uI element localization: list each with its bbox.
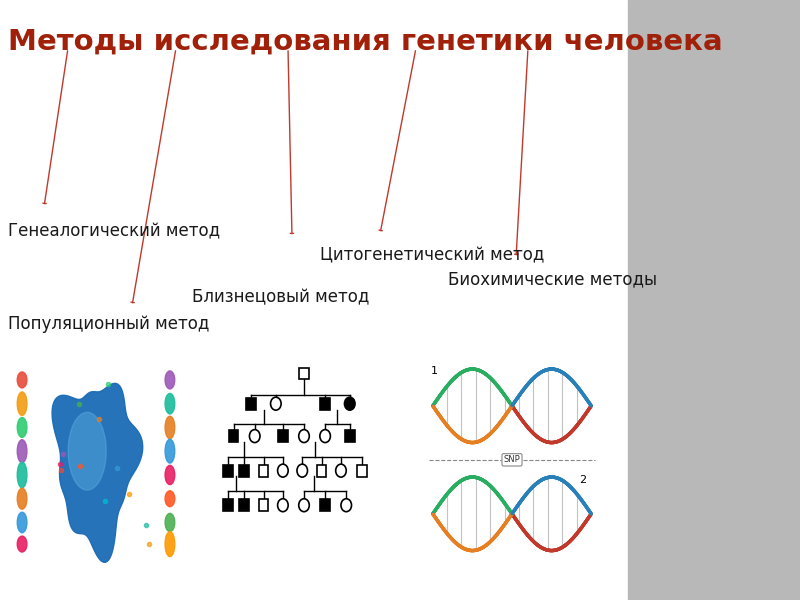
Bar	[320, 499, 330, 511]
Ellipse shape	[165, 394, 174, 414]
Text: Биохимические методы: Биохимические методы	[448, 270, 657, 288]
Polygon shape	[52, 383, 142, 562]
Circle shape	[320, 430, 330, 443]
Bar	[223, 464, 233, 476]
Ellipse shape	[165, 439, 174, 463]
Bar	[628, 0, 800, 600]
Circle shape	[298, 499, 310, 512]
Circle shape	[270, 397, 281, 410]
Ellipse shape	[165, 371, 174, 389]
Ellipse shape	[18, 536, 27, 552]
Ellipse shape	[18, 462, 27, 488]
Ellipse shape	[165, 532, 174, 557]
Bar	[258, 464, 268, 476]
Ellipse shape	[18, 418, 27, 437]
Text: Методы исследования генетики человека: Методы исследования генетики человека	[8, 28, 722, 56]
Polygon shape	[68, 412, 106, 490]
Bar	[345, 430, 354, 442]
Bar	[246, 398, 256, 410]
Bar	[299, 367, 309, 379]
Circle shape	[298, 430, 310, 443]
Text: Генеалогический метод: Генеалогический метод	[8, 222, 220, 240]
Circle shape	[278, 464, 288, 477]
Text: Близнецовый метод: Близнецовый метод	[192, 288, 370, 306]
Ellipse shape	[18, 440, 27, 463]
Bar	[358, 464, 367, 476]
Ellipse shape	[18, 372, 27, 388]
Ellipse shape	[18, 392, 27, 415]
Bar	[239, 464, 249, 476]
Text: Популяционный метод: Популяционный метод	[8, 315, 210, 333]
Circle shape	[341, 499, 351, 512]
Circle shape	[297, 464, 307, 477]
Circle shape	[278, 499, 288, 512]
Ellipse shape	[165, 491, 174, 506]
Text: Цитогенетический метод: Цитогенетический метод	[320, 246, 544, 264]
Bar	[223, 499, 233, 511]
Bar	[278, 430, 288, 442]
Text: 1: 1	[431, 366, 438, 376]
Circle shape	[336, 464, 346, 477]
Text: SNP: SNP	[504, 455, 520, 464]
Ellipse shape	[165, 514, 174, 532]
Bar	[320, 398, 330, 410]
Ellipse shape	[165, 416, 174, 439]
Bar	[239, 499, 249, 511]
Ellipse shape	[18, 488, 27, 509]
Ellipse shape	[165, 466, 174, 485]
Bar	[229, 430, 238, 442]
Bar	[258, 499, 268, 511]
Ellipse shape	[18, 512, 27, 533]
Text: 2: 2	[579, 475, 586, 485]
Circle shape	[250, 430, 260, 443]
Circle shape	[345, 397, 355, 410]
Bar	[317, 464, 326, 476]
